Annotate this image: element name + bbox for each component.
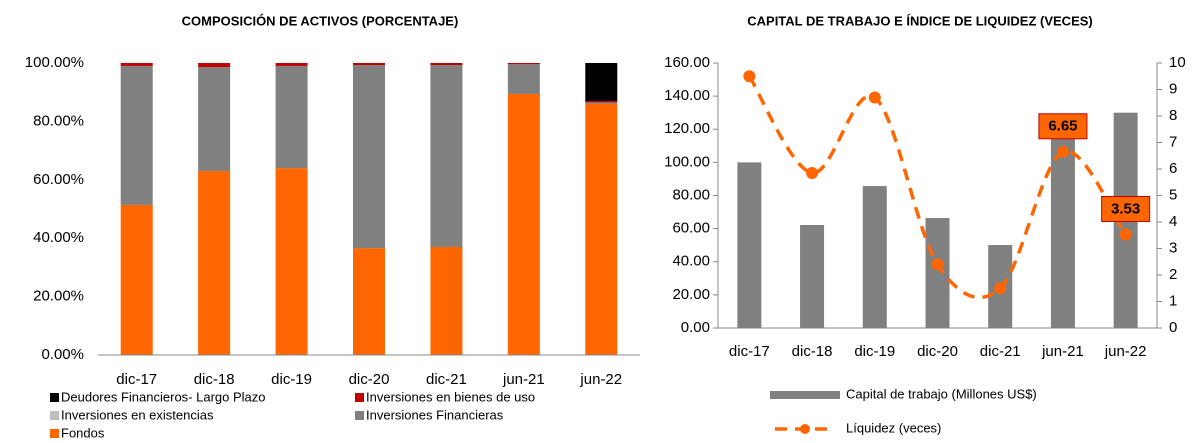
x-tick-label: jun-22 [579,371,622,388]
x-tick-label: dic-19 [854,343,895,360]
bar-segment [275,168,308,355]
y2-tick-label: 5 [1169,186,1177,203]
bar [737,162,762,328]
y2-tick-label: 4 [1169,213,1177,230]
bar [1050,130,1075,328]
y-tick-label: 100.00 [664,153,710,170]
chart-title: CAPITAL DE TRABAJO E ÍNDICE DE LIQUIDEZ … [747,13,1093,28]
y2-tick-label: 10 [1169,54,1186,71]
x-tick-label: dic-18 [194,371,235,388]
bar-segment [585,102,618,104]
bar-segment [353,63,385,66]
y-tick-label: 40.00 [672,253,710,270]
y2-tick-label: 3 [1169,239,1177,256]
bar-segment [430,63,463,66]
bar [800,224,825,328]
bar-segment [198,63,231,68]
point [931,258,944,271]
x-tick-label: dic-19 [271,371,312,388]
y2-tick-label: 7 [1169,133,1177,150]
x-tick-label: jun-21 [502,371,545,388]
y-tick-label: 140.00 [664,87,710,104]
bar-segment [353,65,385,249]
legend-label: Deudores Financieros- Largo Plazo [61,389,266,404]
bar-segment [585,100,618,103]
point [868,91,881,104]
legend-label: Inversiones en existencias [61,407,214,422]
x-tick-label: dic-21 [426,371,467,388]
y2-tick-label: 0 [1169,319,1177,336]
bar-segment [507,64,540,94]
point [1056,145,1069,158]
data-label: 6.65 [1048,118,1077,135]
y-tick-label: 100.00% [25,54,84,71]
y-tick-label: 0.00% [41,346,84,363]
y2-tick-label: 1 [1169,292,1177,309]
bar-segment [120,204,153,355]
y-tick-label: 80.00% [33,112,84,129]
y2-tick-label: 6 [1169,160,1177,177]
bar-segment [198,67,231,172]
y2-tick-label: 9 [1169,80,1177,97]
bar [925,218,950,328]
legend-label: Inversiones Financieras [366,407,504,422]
data-label: 3.53 [1111,200,1140,217]
y-tick-label: 60.00 [672,220,710,237]
x-tick-label: jun-21 [1041,343,1084,360]
x-tick-label: dic-20 [349,371,390,388]
legend-label: Inversiones en bienes de uso [366,389,535,404]
legend-swatch [50,411,59,420]
y2-tick-label: 2 [1169,266,1177,283]
bar-segment [585,63,618,101]
legend-point [800,424,810,434]
label-box [1101,195,1151,222]
y-tick-label: 20.00% [33,288,84,305]
y-tick-label: 0.00 [681,319,710,336]
y-tick-label: 80.00 [672,186,710,203]
x-tick-label: dic-17 [729,343,770,360]
bar-segment [275,63,308,66]
x-tick-label: dic-17 [116,371,157,388]
bar-segment [507,63,540,65]
x-tick-label: dic-21 [980,343,1021,360]
x-tick-label: dic-20 [917,343,958,360]
bar-segment [585,103,618,355]
bar-segment [120,63,153,66]
point [806,166,819,179]
point [994,282,1007,295]
legend-label: Líquidez (veces) [846,420,941,435]
y-tick-label: 160.00 [664,54,710,71]
bar-segment [198,171,231,355]
bar-segment [353,248,385,355]
legend-swatch [50,429,59,438]
bar-segment [275,65,308,169]
legend-swatch [355,411,364,420]
legend-swatch [50,393,59,402]
point [743,70,756,83]
x-tick-label: jun-22 [1104,343,1147,360]
x-tick-label: dic-18 [792,343,833,360]
y-tick-label: 20.00 [672,286,710,303]
y-tick-label: 60.00% [33,171,84,188]
bar-segment [430,246,463,355]
legend-swatch [770,391,840,399]
y-tick-label: 120.00 [664,120,710,137]
label-box [1038,113,1088,140]
chart-title: COMPOSICIÓN DE ACTIVOS (PORCENTAJE) [182,13,459,28]
bar-segment [507,93,540,356]
bar-segment [430,65,463,247]
y-tick-label: 40.00% [33,229,84,246]
point [1119,228,1132,241]
legend-swatch [355,393,364,402]
bar-segment [120,65,153,205]
y2-tick-label: 8 [1169,107,1177,124]
legend-label: Fondos [61,425,105,440]
legend-label: Capital de trabajo (Millones US$) [846,386,1037,401]
bar [862,186,887,328]
